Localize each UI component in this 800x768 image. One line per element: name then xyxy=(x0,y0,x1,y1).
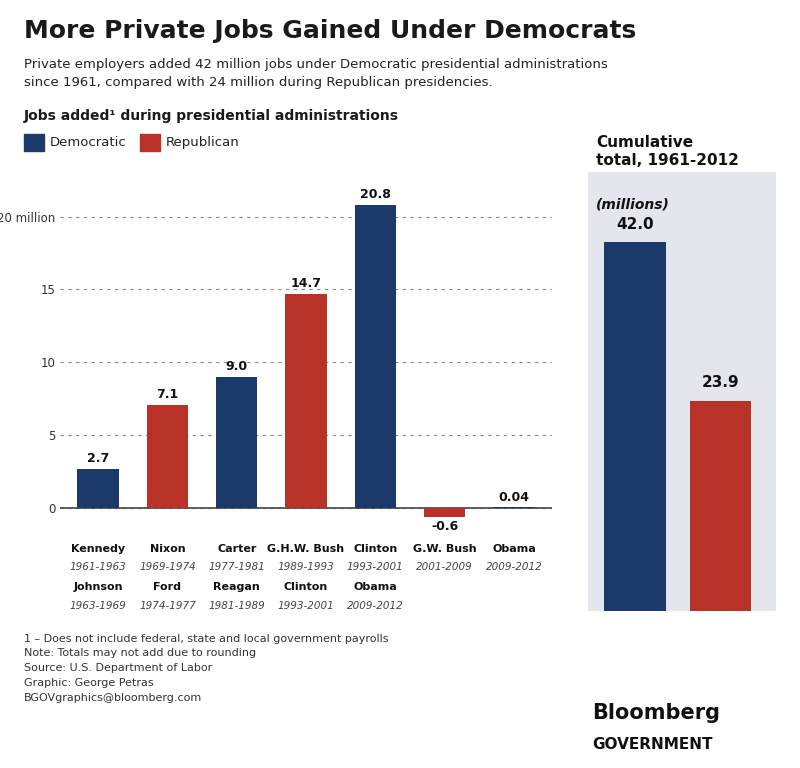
Text: 1981-1989: 1981-1989 xyxy=(208,601,265,611)
Text: 2.7: 2.7 xyxy=(87,452,110,465)
Text: Clinton: Clinton xyxy=(284,582,328,592)
Text: 2009-2012: 2009-2012 xyxy=(347,601,404,611)
Text: Bloomberg: Bloomberg xyxy=(592,703,720,723)
Text: 42.0: 42.0 xyxy=(616,217,654,232)
Bar xyxy=(216,377,258,508)
Text: 1 – Does not include federal, state and local government payrolls
Note: Totals m: 1 – Does not include federal, state and … xyxy=(24,634,389,703)
Text: 9.0: 9.0 xyxy=(226,360,248,373)
Text: G.W. Bush: G.W. Bush xyxy=(413,544,477,554)
Text: Ford: Ford xyxy=(154,582,182,592)
Bar xyxy=(604,242,666,611)
Text: 23.9: 23.9 xyxy=(702,376,739,390)
Text: 7.1: 7.1 xyxy=(156,388,178,401)
Text: 1993-2001: 1993-2001 xyxy=(278,601,334,611)
Bar xyxy=(354,205,396,508)
Text: More Private Jobs Gained Under Democrats: More Private Jobs Gained Under Democrats xyxy=(24,19,636,43)
Bar xyxy=(146,405,188,508)
Text: 2001-2009: 2001-2009 xyxy=(416,562,473,572)
Text: GOVERNMENT: GOVERNMENT xyxy=(592,737,713,753)
Text: Clinton: Clinton xyxy=(353,544,398,554)
Text: Republican: Republican xyxy=(166,136,239,149)
Text: Jobs added¹ during presidential administrations: Jobs added¹ during presidential administ… xyxy=(24,109,399,123)
Text: 1974-1977: 1974-1977 xyxy=(139,601,196,611)
Text: 1993-2001: 1993-2001 xyxy=(347,562,404,572)
Text: Kennedy: Kennedy xyxy=(71,544,125,554)
Bar xyxy=(424,508,466,517)
Text: Nixon: Nixon xyxy=(150,544,186,554)
Bar xyxy=(286,294,326,508)
Text: Johnson: Johnson xyxy=(74,582,123,592)
Text: 1989-1993: 1989-1993 xyxy=(278,562,334,572)
Bar xyxy=(78,468,119,508)
Text: Carter: Carter xyxy=(217,544,256,554)
Bar xyxy=(690,401,751,611)
Text: Reagan: Reagan xyxy=(214,582,260,592)
Text: 1977-1981: 1977-1981 xyxy=(208,562,265,572)
Text: 1969-1974: 1969-1974 xyxy=(139,562,196,572)
Text: 2009-2012: 2009-2012 xyxy=(486,562,542,572)
Text: Private employers added 42 million jobs under Democratic presidential administra: Private employers added 42 million jobs … xyxy=(24,58,608,88)
Text: Cumulative
total, 1961-2012: Cumulative total, 1961-2012 xyxy=(596,134,739,168)
Text: 1961-1963: 1961-1963 xyxy=(70,562,126,572)
Text: Obama: Obama xyxy=(492,544,536,554)
Text: G.H.W. Bush: G.H.W. Bush xyxy=(267,544,345,554)
Text: 14.7: 14.7 xyxy=(290,277,322,290)
Text: -0.6: -0.6 xyxy=(431,521,458,534)
Text: 1963-1969: 1963-1969 xyxy=(70,601,126,611)
Text: (millions): (millions) xyxy=(596,197,670,211)
Text: Democratic: Democratic xyxy=(50,136,126,149)
Text: Obama: Obama xyxy=(354,582,397,592)
Text: 0.04: 0.04 xyxy=(498,491,530,504)
Text: 20.8: 20.8 xyxy=(360,188,390,201)
